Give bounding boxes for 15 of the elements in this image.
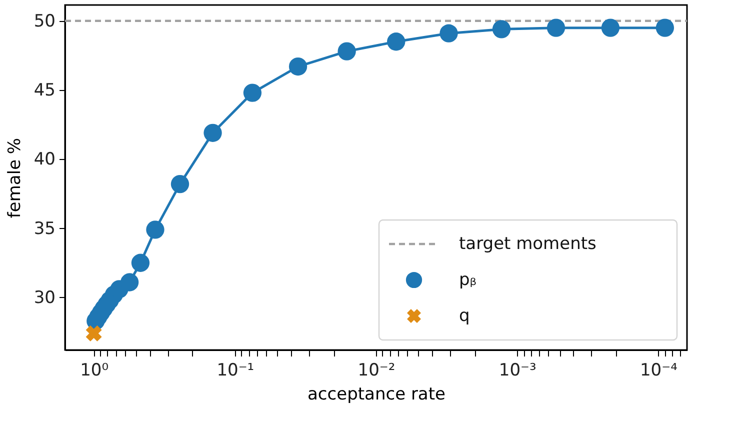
x-tick-label: 10⁻¹ [216, 360, 254, 380]
x-tick-label: 10⁻² [358, 360, 396, 380]
y-axis-title: female % [4, 138, 25, 218]
x-tick-label: 10⁻³ [498, 360, 536, 380]
legend-label: target moments [459, 234, 597, 254]
legend-label: pᵦ [459, 270, 477, 290]
y-tick-label: 35 [34, 218, 56, 239]
y-tick-label: 30 [34, 288, 56, 308]
x-tick-label: 10⁰ [80, 360, 109, 380]
legend-label: q [459, 306, 470, 326]
x-axis-title: acceptance rate [308, 384, 446, 404]
x-tick-label: 10⁻⁴ [640, 360, 678, 380]
y-tick-label: 50 [34, 11, 56, 32]
y-tick-label: 45 [34, 80, 56, 101]
y-tick-label: 40 [34, 150, 56, 170]
